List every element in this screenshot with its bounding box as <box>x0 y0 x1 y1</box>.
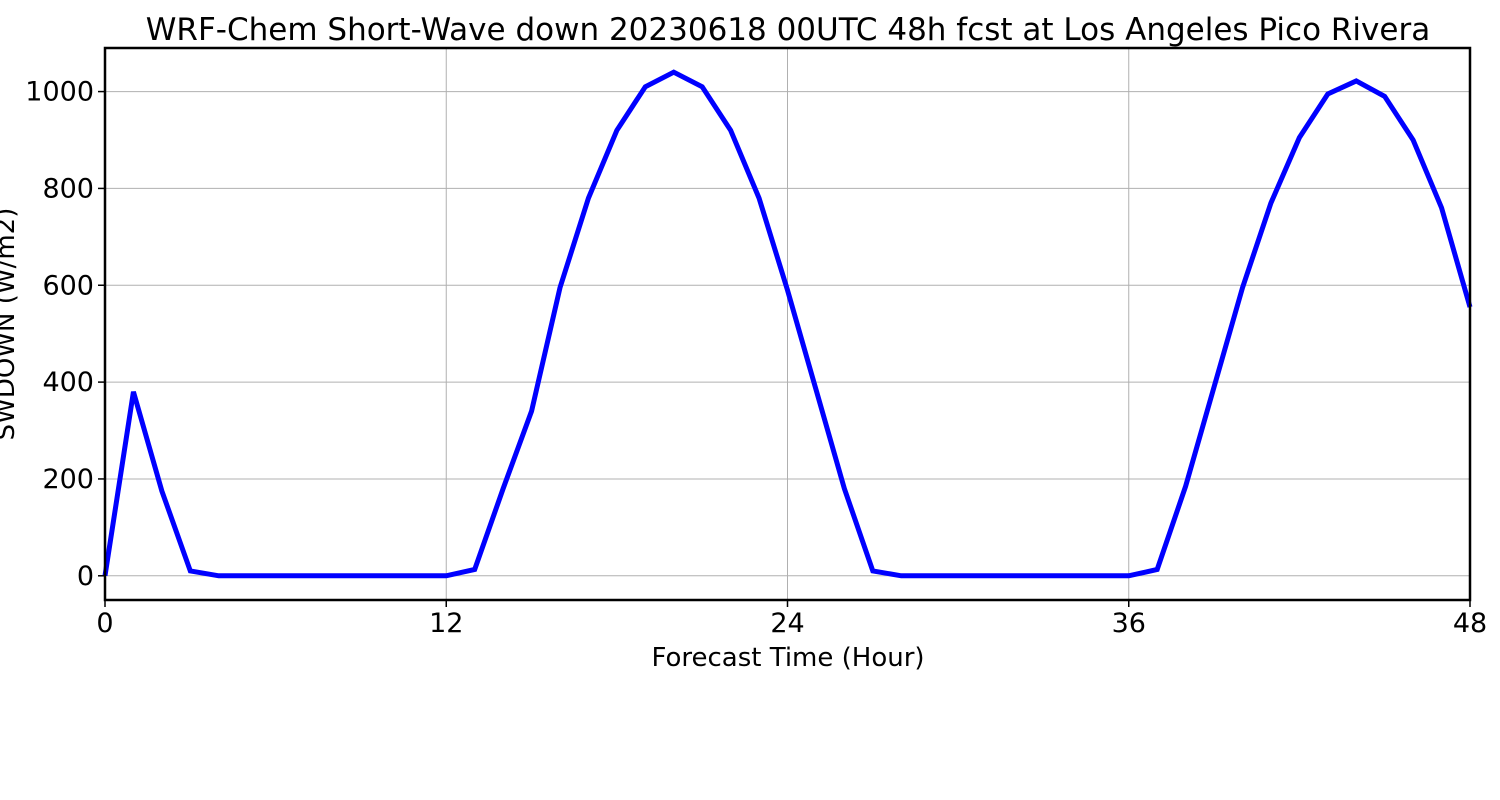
series-line <box>102 69 1473 579</box>
x-tick-label: 36 <box>1112 608 1146 639</box>
x-axis-label: Forecast Time (Hour) <box>651 643 924 673</box>
ticks: 0 12 24 36 48 0 200 400 600 800 1000 <box>25 77 1487 639</box>
chart-title: WRF-Chem Short-Wave down 20230618 00UTC … <box>146 12 1430 48</box>
y-tick-label: 800 <box>42 173 94 204</box>
y-tick-label: 600 <box>42 270 94 301</box>
x-tick-label: 0 <box>96 608 113 639</box>
x-tick-label: 12 <box>429 608 463 639</box>
x-tick-label: 48 <box>1453 608 1487 639</box>
plot-area <box>102 69 1473 579</box>
y-tick-label: 1000 <box>25 77 94 108</box>
x-tick-label: 24 <box>770 608 804 639</box>
y-tick-label: 200 <box>42 464 94 495</box>
y-axis-label: SWDOWN (W/m2) <box>0 208 21 441</box>
y-tick-label: 0 <box>77 561 94 592</box>
y-tick-label: 400 <box>42 367 94 398</box>
